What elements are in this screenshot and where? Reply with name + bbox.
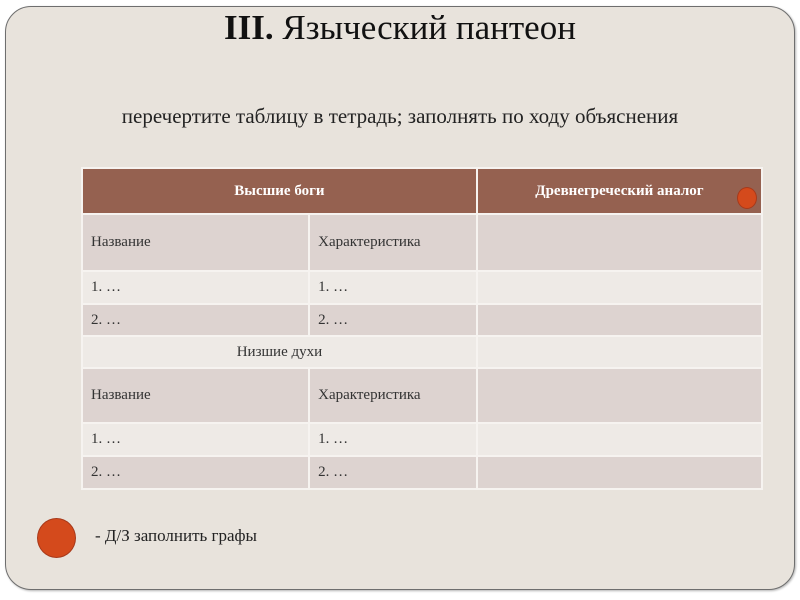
circle-bullet-icon: [737, 187, 757, 209]
slide-subtitle: перечертите таблицу в тетрадь; заполнять…: [121, 104, 679, 128]
title-numeral: III.: [224, 8, 274, 47]
column-characteristic: Характеристика: [308, 213, 478, 272]
table-row: 2. … 2. …: [80, 455, 764, 490]
header-gods: Высшие боги: [81, 167, 478, 215]
section-lower-spirits: Низшие духи: [81, 335, 478, 369]
table-row: 1. … 1. …: [80, 422, 764, 457]
table-row: 1. … 1. …: [80, 270, 764, 305]
column-characteristic: Характеристика: [308, 367, 478, 424]
title-text: Языческий пантеон: [273, 8, 576, 47]
pantheon-table: Высшие боги Древнегреческий аналог Назва…: [80, 167, 764, 490]
column-name: Название: [80, 213, 311, 272]
slide-title: III. Языческий пантеон: [0, 8, 800, 48]
header-analog: Древнегреческий аналог: [475, 167, 764, 215]
table-row: Название Характеристика: [80, 213, 764, 272]
table-row: 2. … 2. …: [80, 303, 764, 337]
section-row: Низшие духи: [81, 335, 764, 369]
homework-text: - Д/З заполнить графы: [95, 526, 257, 545]
table-header-row: Высшие боги Древнегреческий аналог: [81, 167, 764, 215]
circle-bullet-icon: [37, 518, 76, 558]
table-row: Название Характеристика: [80, 367, 764, 424]
column-name: Название: [80, 367, 311, 424]
